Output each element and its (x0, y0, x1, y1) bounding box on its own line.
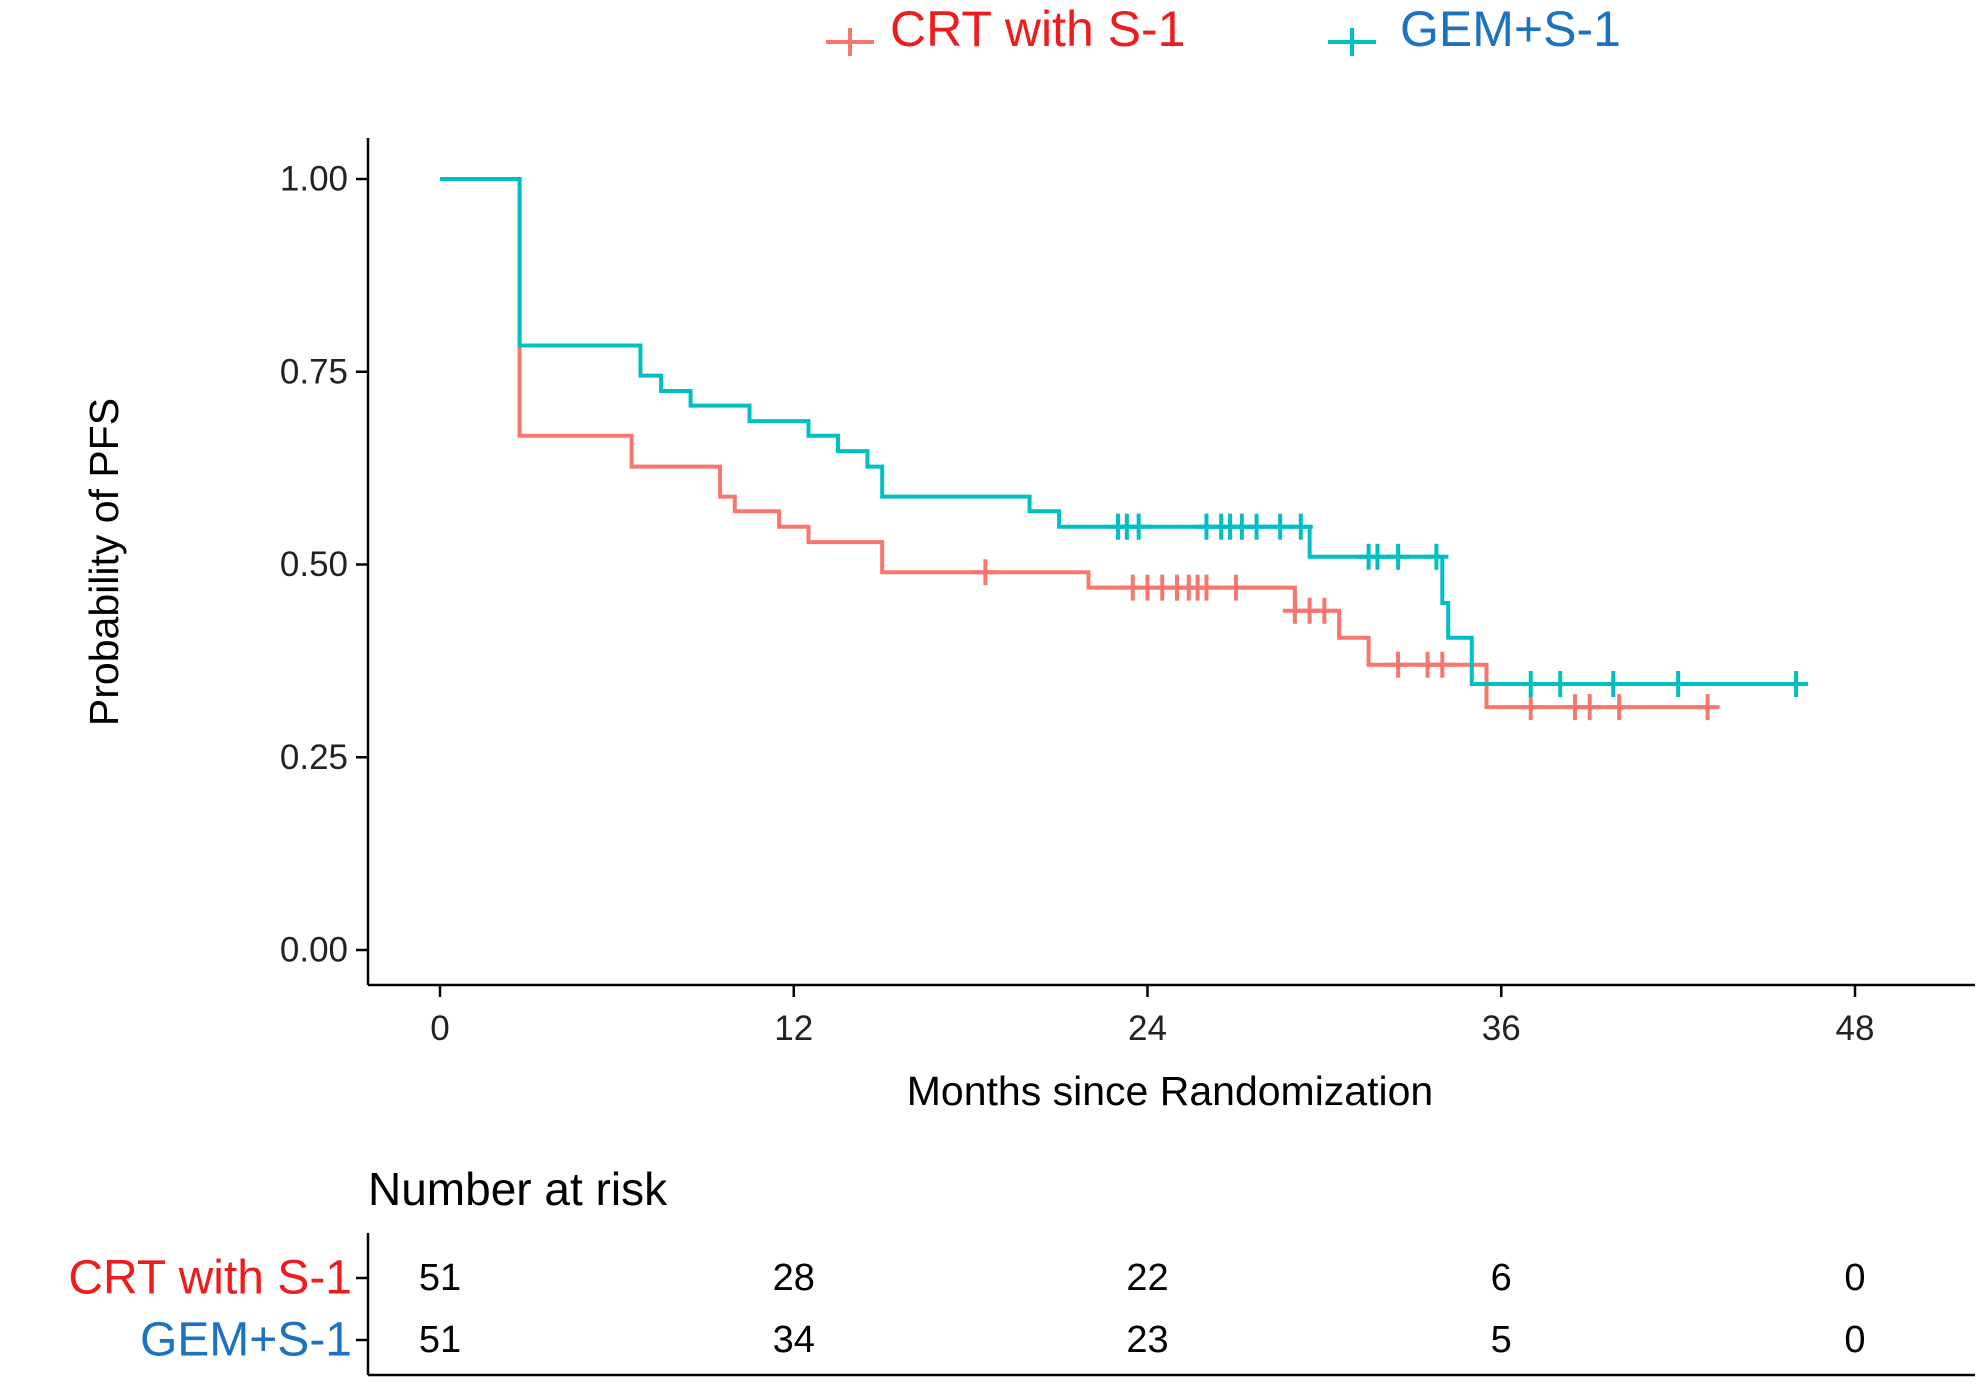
censor-mark-gem (1365, 543, 1390, 570)
legend-marker-gem (1328, 28, 1376, 56)
censor-mark-crt (1386, 651, 1411, 678)
survival-curves (440, 177, 1809, 721)
censor-mark-gem (1601, 671, 1626, 698)
legend: CRT with S-1 GEM+S-1 (826, 1, 1621, 57)
risk-table: Number at risk CRT with S-1 GEM+S-1 51 28… (68, 1163, 1975, 1377)
risk-table-title: Number at risk (368, 1163, 668, 1215)
censor-mark-crt (1312, 597, 1337, 624)
x-tick-label: 36 (1482, 1009, 1521, 1048)
legend-marker-crt (826, 28, 874, 56)
curve-crt (440, 177, 1708, 710)
risk-table-values: 51 28 22 6 0 51 34 23 5 0 (419, 1257, 1866, 1361)
y-tick-label: 0.00 (280, 931, 348, 970)
y-tick-label: 1.00 (280, 160, 348, 199)
censor-mark-gem (1548, 671, 1573, 698)
risk-value-crt: 28 (773, 1257, 815, 1299)
censor-mark-gem (1288, 513, 1313, 540)
censor-mark-crt (1223, 574, 1248, 601)
censor-mark-gem (1666, 671, 1691, 698)
risk-value-gem: 0 (1844, 1319, 1865, 1361)
risk-value-gem: 34 (773, 1319, 815, 1361)
censor-mark-gem (1126, 513, 1151, 540)
risk-row-label-crt: CRT with S-1 (68, 1252, 352, 1305)
y-axis-title: Probability of PFS (81, 398, 127, 726)
y-axis-ticks: 0.00 0.25 0.50 0.75 1.00 (280, 160, 368, 970)
y-tick-label: 0.50 (280, 545, 348, 584)
risk-row-label-gem: GEM+S-1 (140, 1314, 352, 1367)
censor-mark-gem (1518, 671, 1543, 698)
x-axis-title: Months since Randomization (907, 1068, 1433, 1114)
x-tick-label: 48 (1836, 1009, 1875, 1048)
censor-mark-crt (1695, 694, 1720, 721)
censor-mark-gem (1784, 671, 1809, 698)
censor-mark-gem (1386, 543, 1411, 570)
legend-label-gem: GEM+S-1 (1400, 1, 1621, 57)
censor-mark-crt (1518, 694, 1543, 721)
censor-mark-gem (1268, 513, 1293, 540)
x-axis-ticks: 0 12 24 36 48 (430, 985, 1874, 1048)
risk-value-crt: 22 (1126, 1257, 1168, 1299)
censor-mark-gem (1244, 513, 1269, 540)
censor-mark-gem (1424, 543, 1449, 570)
y-tick-label: 0.75 (280, 352, 348, 391)
legend-label-crt: CRT with S-1 (890, 1, 1185, 57)
risk-value-gem: 23 (1126, 1319, 1168, 1361)
risk-value-crt: 6 (1491, 1257, 1512, 1299)
censor-mark-crt (1430, 651, 1455, 678)
risk-value-crt: 51 (419, 1257, 461, 1299)
curve-gem (440, 177, 1797, 687)
x-tick-label: 12 (774, 1009, 813, 1048)
censor-mark-crt (1577, 694, 1602, 721)
censor-mark-crt (1607, 694, 1632, 721)
censor-mark-crt (1194, 574, 1219, 601)
risk-value-gem: 5 (1491, 1319, 1512, 1361)
x-tick-label: 24 (1128, 1009, 1167, 1048)
risk-value-crt: 0 (1844, 1257, 1865, 1299)
y-tick-label: 0.25 (280, 738, 348, 777)
risk-value-gem: 51 (419, 1319, 461, 1361)
censor-mark-crt (973, 559, 998, 586)
x-tick-label: 0 (430, 1009, 449, 1048)
